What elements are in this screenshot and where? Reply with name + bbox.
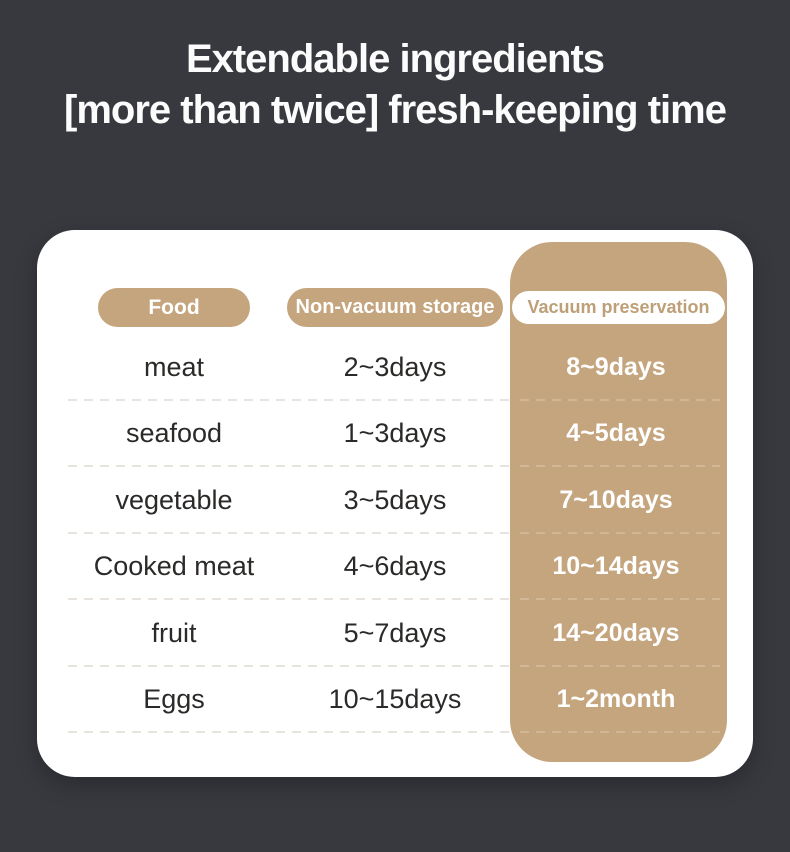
table-row-vegetable: vegetable 3~5days 7~10days [37, 467, 753, 534]
non-vacuum-cell: 10~15days [328, 684, 462, 715]
row-separator [68, 731, 510, 733]
vacuum-cell: 14~20days [552, 618, 680, 647]
non-vacuum-cell: 3~5days [343, 484, 447, 515]
food-cell: meat [143, 351, 205, 382]
page-title: Extendable ingredients [more than twice] … [0, 34, 790, 136]
vacuum-column-highlight [510, 242, 727, 762]
food-cell: Cooked meat [93, 551, 255, 582]
food-cell: Eggs [143, 684, 205, 715]
vacuum-cell: 10~14days [552, 552, 680, 581]
row-separator-tan [520, 731, 720, 733]
table-body: meat 2~3days 8~9days seafood 1~3days 4~5… [37, 334, 753, 733]
table-row-cooked-meat: Cooked meat 4~6days 10~14days [37, 534, 753, 600]
vacuum-cell: 8~9days [566, 352, 666, 381]
non-vacuum-cell: 2~3days [343, 351, 447, 382]
column-header-vacuum-preservation: Vacuum preservation [512, 291, 725, 324]
page-title-line1: Extendable ingredients [185, 37, 605, 81]
food-cell: vegetable [115, 484, 233, 515]
table-row-eggs: Eggs 10~15days 1~2month [37, 667, 753, 733]
food-cell: fruit [151, 617, 197, 648]
food-cell: seafood [125, 418, 223, 449]
fresh-keeping-table-card: Food Non-vacuum storage Vacuum preservat… [37, 230, 753, 777]
non-vacuum-cell: 4~6days [343, 551, 447, 582]
column-header-food: Food [98, 288, 250, 327]
column-header-non-vacuum-storage: Non-vacuum storage [287, 288, 503, 327]
table-row-fruit: fruit 5~7days 14~20days [37, 600, 753, 667]
vacuum-cell: 1~2month [556, 685, 676, 714]
non-vacuum-cell: 5~7days [343, 617, 447, 648]
table-row-meat: meat 2~3days 8~9days [37, 334, 753, 401]
vacuum-cell: 4~5days [566, 419, 666, 448]
table-row-seafood: seafood 1~3days 4~5days [37, 401, 753, 467]
page-title-line2: [more than twice] fresh-keeping time [64, 88, 727, 132]
non-vacuum-cell: 1~3days [343, 418, 447, 449]
vacuum-cell: 7~10days [559, 485, 673, 514]
